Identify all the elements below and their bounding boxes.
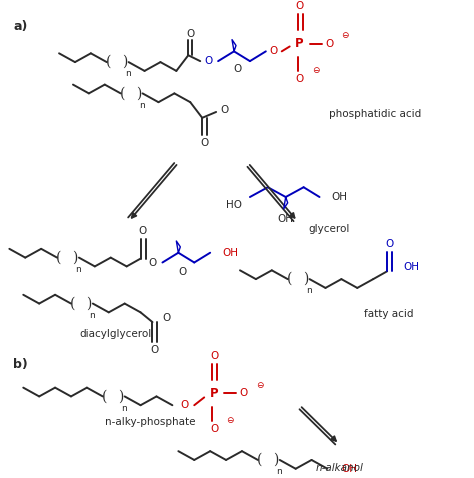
Text: n: n	[306, 286, 311, 295]
Text: n: n	[125, 69, 130, 78]
Text: O: O	[204, 56, 212, 66]
Text: O: O	[180, 400, 189, 410]
Text: b): b)	[13, 358, 28, 371]
Text: O: O	[138, 226, 146, 236]
Text: OH: OH	[278, 214, 294, 224]
Text: n: n	[139, 101, 145, 109]
Text: ⊖: ⊖	[256, 381, 264, 390]
Text: OH: OH	[331, 192, 347, 202]
Text: O: O	[385, 239, 393, 249]
Text: O: O	[234, 64, 242, 74]
Text: O: O	[270, 46, 278, 56]
Text: (: (	[120, 87, 125, 100]
Text: O: O	[148, 258, 156, 268]
Text: (: (	[257, 453, 263, 467]
Text: O: O	[200, 138, 208, 148]
Text: (: (	[102, 390, 108, 403]
Text: ⊖: ⊖	[342, 31, 349, 40]
Text: n-alkanol: n-alkanol	[316, 463, 364, 473]
Text: a): a)	[13, 20, 27, 33]
Text: O: O	[150, 345, 159, 355]
Text: diacylglycerol: diacylglycerol	[80, 329, 152, 339]
Text: n-alky-phosphate: n-alky-phosphate	[105, 417, 196, 427]
Text: (: (	[287, 272, 292, 286]
Text: OH: OH	[403, 262, 419, 272]
Text: O: O	[325, 39, 334, 49]
Text: ): )	[86, 296, 91, 311]
Text: ): )	[303, 272, 308, 286]
Text: O: O	[210, 351, 218, 361]
Text: fatty acid: fatty acid	[365, 309, 414, 319]
Text: ⊖: ⊖	[226, 416, 234, 425]
Text: ⊖: ⊖	[312, 66, 319, 76]
Text: n: n	[121, 403, 127, 413]
Text: HO: HO	[226, 200, 242, 210]
Text: n: n	[89, 311, 95, 320]
Text: (: (	[56, 250, 62, 265]
Text: P: P	[295, 37, 304, 50]
Text: O: O	[210, 424, 218, 434]
Text: ): )	[136, 87, 141, 100]
Text: O: O	[162, 313, 171, 323]
Text: glycerol: glycerol	[309, 224, 350, 234]
Text: O: O	[178, 267, 186, 277]
Text: O: O	[295, 74, 304, 84]
Text: ): )	[273, 453, 278, 467]
Text: P: P	[210, 387, 219, 400]
Text: O: O	[295, 1, 304, 11]
Text: ): )	[122, 55, 128, 69]
Text: n: n	[75, 265, 81, 274]
Text: (: (	[106, 55, 111, 69]
Text: (: (	[70, 296, 76, 311]
Text: OH: OH	[222, 248, 238, 258]
Text: OH: OH	[341, 464, 357, 474]
Text: phosphatidic acid: phosphatidic acid	[329, 109, 422, 119]
Text: O: O	[220, 105, 228, 115]
Text: ): )	[72, 250, 78, 265]
Text: ): )	[118, 390, 123, 403]
Text: O: O	[240, 389, 248, 399]
Text: O: O	[186, 29, 194, 39]
Text: n: n	[276, 467, 282, 476]
